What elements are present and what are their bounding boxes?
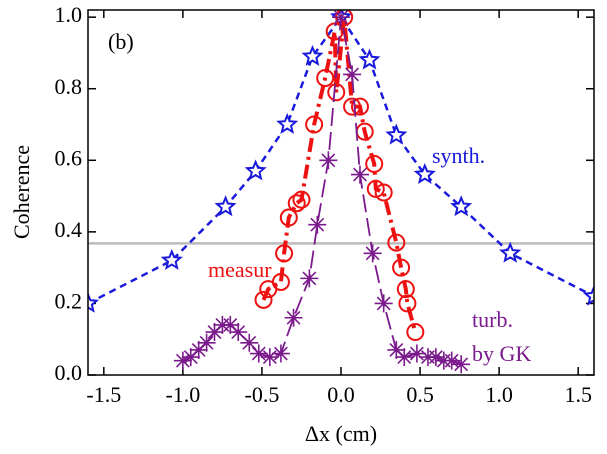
annotation: by GK bbox=[472, 341, 531, 366]
marker bbox=[366, 179, 385, 198]
marker bbox=[396, 280, 415, 299]
marker bbox=[319, 151, 338, 170]
marker bbox=[260, 348, 279, 367]
marker bbox=[385, 123, 408, 145]
marker bbox=[374, 294, 393, 313]
marker bbox=[363, 244, 382, 263]
series-line bbox=[182, 17, 462, 366]
marker bbox=[229, 323, 248, 342]
marker bbox=[244, 159, 267, 181]
marker bbox=[197, 333, 216, 352]
y-tick-label: 1.0 bbox=[55, 2, 83, 27]
marker bbox=[271, 272, 290, 291]
x-tick-label: 1.5 bbox=[564, 382, 592, 407]
y-tick-label: 0.8 bbox=[55, 74, 83, 99]
annotation: turb. bbox=[472, 307, 513, 332]
marker bbox=[398, 294, 417, 313]
marker bbox=[173, 351, 192, 370]
y-tick-label: 0.2 bbox=[55, 288, 83, 313]
marker bbox=[499, 241, 522, 263]
marker bbox=[279, 208, 298, 227]
marker bbox=[343, 97, 362, 116]
marker bbox=[332, 10, 350, 27]
x-tick-label: -1.5 bbox=[86, 382, 121, 407]
marker bbox=[350, 97, 369, 116]
marker bbox=[365, 154, 384, 173]
marker bbox=[205, 323, 224, 342]
marker bbox=[275, 244, 294, 263]
marker bbox=[452, 355, 471, 374]
marker bbox=[343, 65, 362, 84]
marker bbox=[316, 68, 335, 87]
panel-label: (b) bbox=[108, 29, 134, 54]
marker bbox=[426, 348, 445, 367]
marker bbox=[387, 340, 406, 359]
marker bbox=[407, 344, 426, 363]
marker bbox=[374, 183, 393, 202]
marker bbox=[413, 163, 436, 185]
marker bbox=[406, 323, 425, 342]
marker bbox=[308, 215, 327, 234]
marker bbox=[88, 291, 100, 313]
marker bbox=[395, 348, 414, 367]
x-tick-label: 1.0 bbox=[485, 382, 513, 407]
marker bbox=[301, 44, 324, 66]
marker bbox=[582, 284, 594, 306]
x-tick-label: -1.0 bbox=[165, 382, 200, 407]
annotation: synth. bbox=[432, 143, 485, 168]
marker bbox=[221, 315, 240, 334]
marker bbox=[240, 333, 259, 352]
x-tick-label: -0.5 bbox=[245, 382, 280, 407]
x-axis-label: Δx (cm) bbox=[305, 421, 377, 446]
y-tick-label: 0.4 bbox=[55, 217, 83, 242]
marker bbox=[287, 194, 306, 213]
marker bbox=[300, 269, 319, 288]
plot-area bbox=[88, 10, 594, 374]
series-line bbox=[261, 16, 418, 333]
marker bbox=[392, 258, 411, 277]
marker bbox=[327, 83, 346, 102]
marker bbox=[292, 190, 311, 209]
marker bbox=[387, 233, 406, 252]
x-tick-label: 0.5 bbox=[406, 382, 434, 407]
marker bbox=[214, 195, 237, 217]
plot-frame bbox=[87, 9, 595, 376]
annotation: measur bbox=[208, 257, 272, 282]
marker bbox=[271, 344, 290, 363]
marker bbox=[189, 340, 208, 359]
y-tick-label: 0.0 bbox=[55, 360, 83, 385]
marker bbox=[249, 344, 268, 363]
y-tick-label: 0.6 bbox=[55, 145, 83, 170]
marker bbox=[254, 290, 273, 309]
x-tick-label: 0.0 bbox=[327, 382, 355, 407]
marker bbox=[350, 165, 369, 184]
marker bbox=[450, 195, 473, 217]
marker bbox=[305, 115, 324, 134]
marker bbox=[276, 112, 299, 134]
y-axis-label: Coherence bbox=[9, 145, 34, 239]
marker bbox=[181, 348, 200, 367]
marker bbox=[442, 351, 461, 370]
marker bbox=[284, 308, 303, 327]
marker bbox=[160, 248, 183, 270]
marker bbox=[358, 48, 381, 70]
